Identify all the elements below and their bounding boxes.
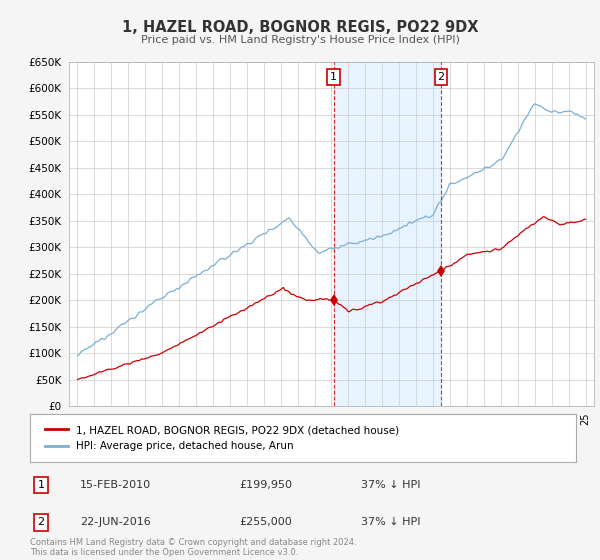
Text: 37% ↓ HPI: 37% ↓ HPI <box>361 517 421 527</box>
Text: 1: 1 <box>330 72 337 82</box>
Text: Price paid vs. HM Land Registry's House Price Index (HPI): Price paid vs. HM Land Registry's House … <box>140 35 460 45</box>
Text: Contains HM Land Registry data © Crown copyright and database right 2024.
This d: Contains HM Land Registry data © Crown c… <box>30 538 356 557</box>
Bar <box>334 62 441 406</box>
Text: 1, HAZEL ROAD, BOGNOR REGIS, PO22 9DX: 1, HAZEL ROAD, BOGNOR REGIS, PO22 9DX <box>122 20 478 35</box>
Text: £255,000: £255,000 <box>240 517 293 527</box>
Text: 22-JUN-2016: 22-JUN-2016 <box>80 517 151 527</box>
Text: 1: 1 <box>38 480 44 490</box>
Text: £199,950: £199,950 <box>240 480 293 490</box>
Legend: 1, HAZEL ROAD, BOGNOR REGIS, PO22 9DX (detached house), HPI: Average price, deta: 1, HAZEL ROAD, BOGNOR REGIS, PO22 9DX (d… <box>41 421 403 455</box>
Text: 15-FEB-2010: 15-FEB-2010 <box>80 480 151 490</box>
Text: 2: 2 <box>37 517 44 527</box>
Text: 37% ↓ HPI: 37% ↓ HPI <box>361 480 421 490</box>
Text: 2: 2 <box>437 72 445 82</box>
